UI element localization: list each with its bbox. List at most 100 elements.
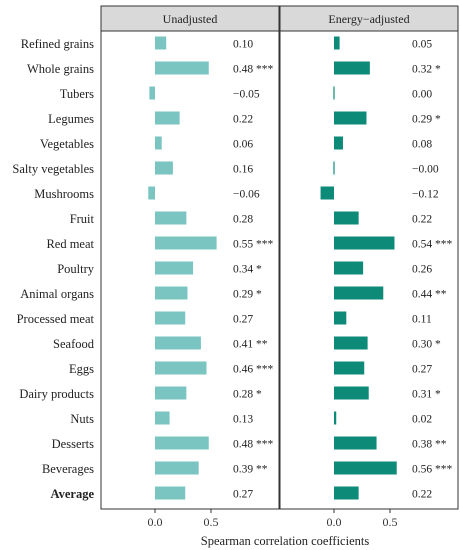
bar <box>334 136 343 150</box>
value-label: 0.29 * <box>412 114 441 126</box>
bar <box>334 236 395 250</box>
value-label: 0.06 <box>233 139 253 151</box>
category-label: Dairy products <box>19 387 94 401</box>
bar <box>155 61 209 75</box>
value-label: 0.22 <box>233 114 253 126</box>
category-label: Beverages <box>42 462 94 476</box>
category-label: Vegetables <box>40 137 94 151</box>
panel-unadjusted: 0.10 0.48 *** −0.05 0.22 0.06 0.16 −0.06 0.28 0.… <box>100 30 280 529</box>
bar <box>155 411 170 425</box>
value-label: 0.48 *** <box>233 439 274 451</box>
value-label: 0.13 <box>233 414 253 426</box>
bar <box>334 211 359 225</box>
category-label: Salty vegetables <box>12 162 94 176</box>
x-tick-label: 0.0 <box>148 515 163 529</box>
bar <box>155 211 187 225</box>
bar <box>333 86 335 100</box>
bar <box>155 311 186 325</box>
x-tick-label: 0.5 <box>204 515 219 529</box>
bar <box>320 186 334 200</box>
bar <box>155 111 180 125</box>
bar <box>155 336 201 350</box>
value-label: 0.39 ** <box>233 464 268 476</box>
bar <box>155 436 209 450</box>
bar <box>334 311 347 325</box>
category-label: Eggs <box>69 362 94 376</box>
bar <box>334 436 377 450</box>
bar <box>155 36 167 50</box>
bar <box>334 111 367 125</box>
value-label: 0.08 <box>412 139 432 151</box>
category-label: Legumes <box>48 112 94 126</box>
bar <box>334 36 340 50</box>
bar <box>334 286 384 300</box>
panel-energy-adjusted: 0.05 0.32 * 0.00 0.29 * 0.08 −0.00 −0.12 0.22 0.… <box>279 30 459 529</box>
category-label: Whole grains <box>27 62 94 76</box>
bar <box>155 136 162 150</box>
value-label: 0.22 <box>412 214 432 226</box>
category-label: Animal organs <box>20 287 94 301</box>
value-label: 0.05 <box>412 39 432 51</box>
value-label: 0.34 * <box>233 264 262 276</box>
bar <box>333 161 335 175</box>
bar <box>155 286 188 300</box>
value-label: 0.54 *** <box>412 239 453 251</box>
category-label: Poultry <box>57 262 95 276</box>
value-label: 0.02 <box>412 414 432 426</box>
category-label: Fruit <box>70 212 95 226</box>
category-label: Tubers <box>60 87 94 101</box>
category-labels: Refined grains Whole grains Tubers Legumes V… <box>12 37 94 501</box>
bar <box>155 486 186 500</box>
value-label: 0.27 <box>233 489 253 501</box>
value-label: 0.44 ** <box>412 289 447 301</box>
value-label: 0.55 *** <box>233 239 274 251</box>
bar <box>155 161 173 175</box>
value-label: 0.28 * <box>233 389 262 401</box>
bar <box>334 461 397 475</box>
value-label: 0.16 <box>233 164 253 176</box>
value-label: −0.00 <box>412 164 439 176</box>
bar <box>155 461 199 475</box>
bar <box>334 386 369 400</box>
bar <box>155 236 217 250</box>
value-label: 0.46 *** <box>233 364 274 376</box>
panel-header-label: Unadjusted <box>163 12 218 26</box>
value-label: 0.30 * <box>412 339 441 351</box>
bar <box>334 336 368 350</box>
category-label: Desserts <box>52 437 94 451</box>
value-label: −0.12 <box>412 189 439 201</box>
value-label: −0.06 <box>233 189 260 201</box>
bar <box>334 411 337 425</box>
value-label: 0.32 * <box>412 64 441 76</box>
bar <box>334 61 370 75</box>
value-label: 0.22 <box>412 489 432 501</box>
value-label: 0.10 <box>233 39 253 51</box>
bar <box>149 86 155 100</box>
x-tick-label: 0.5 <box>383 515 398 529</box>
value-label: 0.11 <box>412 314 432 326</box>
category-label: Processed meat <box>17 312 95 326</box>
bar <box>155 386 187 400</box>
value-label: 0.27 <box>412 364 432 376</box>
category-label: Red meat <box>46 237 94 251</box>
bar <box>334 261 364 275</box>
panels: 0.10 0.48 *** −0.05 0.22 0.06 0.16 −0.06 0.28 0.… <box>100 30 459 529</box>
x-tick-label: 0.0 <box>327 515 342 529</box>
bar <box>334 361 365 375</box>
value-label: 0.27 <box>233 314 253 326</box>
value-label: 0.48 *** <box>233 64 274 76</box>
category-label: Nuts <box>70 412 94 426</box>
panel-header-strip <box>100 5 280 32</box>
panel-frame <box>279 30 459 510</box>
category-label: Refined grains <box>21 37 94 51</box>
category-label: Seafood <box>53 337 95 351</box>
value-label: 0.00 <box>412 89 432 101</box>
bar <box>155 261 194 275</box>
bar <box>155 361 207 375</box>
x-axis-title: Spearman correlation coefficients <box>201 534 370 548</box>
category-label: Average <box>51 487 95 501</box>
value-label: 0.41 ** <box>233 339 268 351</box>
panel-header-label: Energy−adjusted <box>328 12 409 26</box>
value-label: 0.38 ** <box>412 439 447 451</box>
